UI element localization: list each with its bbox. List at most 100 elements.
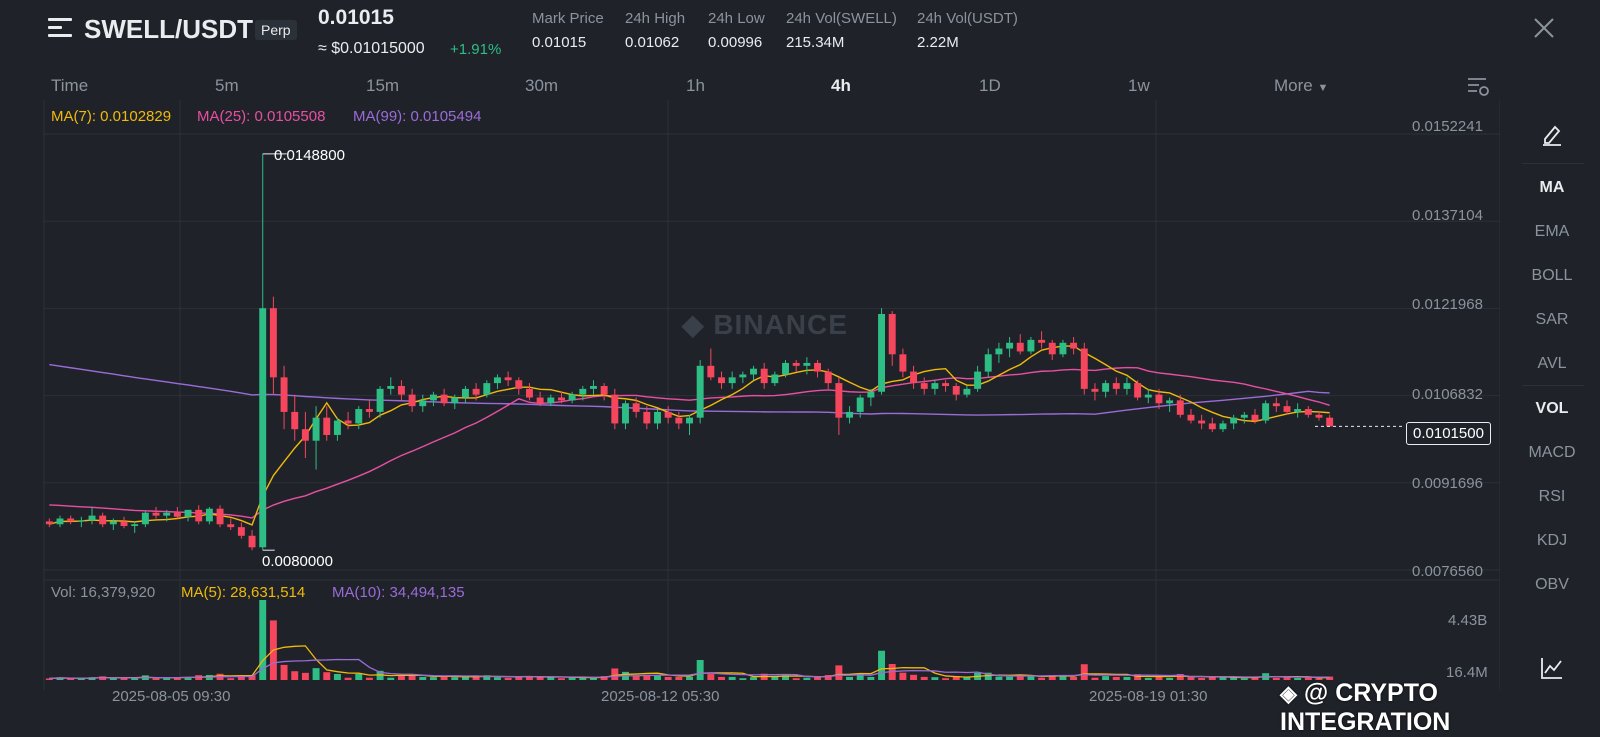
volume-bar [120, 677, 128, 680]
sidebar-kdj[interactable]: KDJ [1536, 532, 1568, 549]
tab-30m[interactable]: 30m [525, 76, 559, 95]
tab-15m[interactable]: 15m [366, 76, 400, 95]
menu-icon[interactable] [48, 18, 74, 44]
volume-bar [408, 674, 416, 680]
candle [280, 377, 288, 412]
tab-4h[interactable]: 4h [831, 76, 851, 95]
volume-bar [109, 678, 117, 680]
tab-more[interactable]: More ▼ [1274, 76, 1328, 96]
candle [899, 354, 907, 372]
candle [1144, 394, 1152, 398]
volume-bar [1198, 677, 1206, 680]
candle [675, 417, 683, 424]
volume-bar [1240, 678, 1248, 680]
candle [1315, 414, 1323, 418]
sidebar-sar[interactable]: SAR [1535, 311, 1569, 328]
volume-bar [1048, 675, 1056, 680]
volume-bar [707, 674, 715, 680]
candle [120, 521, 128, 526]
volume-bar [1144, 677, 1152, 680]
sidebar-boll[interactable]: BOLL [1531, 267, 1573, 284]
candle [67, 518, 75, 522]
candle [1155, 394, 1163, 404]
tab-1d[interactable]: 1D [979, 76, 1001, 95]
candle [1304, 409, 1312, 415]
sidebar-vol[interactable]: VOL [1535, 400, 1569, 417]
current-price-tag: 0.0101500 [1406, 422, 1491, 445]
volume-bar [803, 677, 811, 680]
watermark-text: BINANCE [713, 309, 848, 340]
volume-bar [184, 677, 192, 680]
sidebar-ema[interactable]: EMA [1534, 223, 1570, 240]
vol-ma10-legend: MA(10): 34,494,135 [332, 584, 465, 601]
candle [771, 374, 779, 384]
volume-bar [163, 678, 171, 680]
candle [1198, 420, 1206, 424]
price-chart[interactable] [0, 100, 1500, 708]
candle [1294, 409, 1302, 412]
candle [301, 429, 309, 441]
volume-bar [1251, 677, 1259, 680]
candle [1166, 400, 1174, 404]
candle [237, 527, 245, 536]
sidebar-avl[interactable]: AVL [1537, 355, 1567, 372]
volume-bar [1294, 677, 1302, 680]
more-label: More [1274, 76, 1313, 95]
sidebar-rsi[interactable]: RSI [1538, 488, 1566, 505]
volume-bar [952, 676, 960, 680]
pencil-icon[interactable] [1540, 122, 1564, 146]
volume-bar [590, 677, 597, 680]
tab-1w[interactable]: 1w [1128, 76, 1150, 95]
volume-bar [1134, 674, 1142, 680]
volume-bar [718, 676, 725, 680]
volume-bar [728, 676, 736, 680]
candle [525, 388, 533, 398]
candle [664, 411, 672, 418]
sidebar-divider [1522, 163, 1584, 164]
sidebar-ma[interactable]: MA [1539, 179, 1565, 196]
ma99-legend: MA(99): 0.0105494 [353, 108, 482, 125]
volume-bar [1102, 676, 1110, 680]
pair-title[interactable]: SWELL/USDT [84, 14, 253, 44]
volume-bar [1272, 677, 1280, 680]
volume-axis-label: 16.4M [1446, 664, 1488, 681]
high-marker-label: 0.0148800 [274, 147, 345, 164]
ma25-legend: MA(25): 0.0105508 [197, 108, 326, 125]
sidebar-macd[interactable]: MACD [1528, 444, 1576, 461]
volume-bar [493, 677, 501, 680]
volume-bar [1326, 676, 1334, 680]
volume-bar [1027, 675, 1035, 680]
volume-bar [686, 676, 693, 680]
volume-bar [419, 676, 427, 680]
volume-ma-line [49, 658, 1330, 680]
volume-bar [750, 677, 757, 680]
volume-bar [1070, 676, 1078, 680]
chart-type-icon[interactable] [1540, 656, 1564, 680]
volume-bar [1059, 675, 1067, 680]
volume-bar [483, 675, 491, 680]
low-marker-label: 0.0080000 [262, 553, 333, 570]
candle [269, 308, 277, 378]
volume-bar [397, 675, 405, 680]
volume-bar [792, 678, 800, 680]
close-icon[interactable] [1532, 16, 1556, 40]
ma-line [49, 345, 1330, 526]
candle [77, 520, 85, 522]
candle [1123, 383, 1131, 389]
sidebar-obv[interactable]: OBV [1535, 576, 1569, 593]
candle [1080, 348, 1088, 389]
candle [622, 403, 629, 424]
candle [88, 515, 96, 521]
candle [344, 420, 352, 424]
candle [1091, 388, 1099, 392]
price-axis-label: 0.0137104 [1412, 207, 1483, 224]
candle [1326, 417, 1334, 427]
candle [504, 377, 512, 381]
tab-time[interactable]: Time [51, 76, 89, 95]
diamond-logo-icon: ◈ [1280, 681, 1297, 706]
volume-bar [355, 673, 363, 680]
tab-1h[interactable]: 1h [686, 76, 705, 95]
tab-5m[interactable]: 5m [215, 76, 239, 95]
candle [216, 508, 224, 525]
chart-settings-icon[interactable] [1466, 76, 1490, 98]
